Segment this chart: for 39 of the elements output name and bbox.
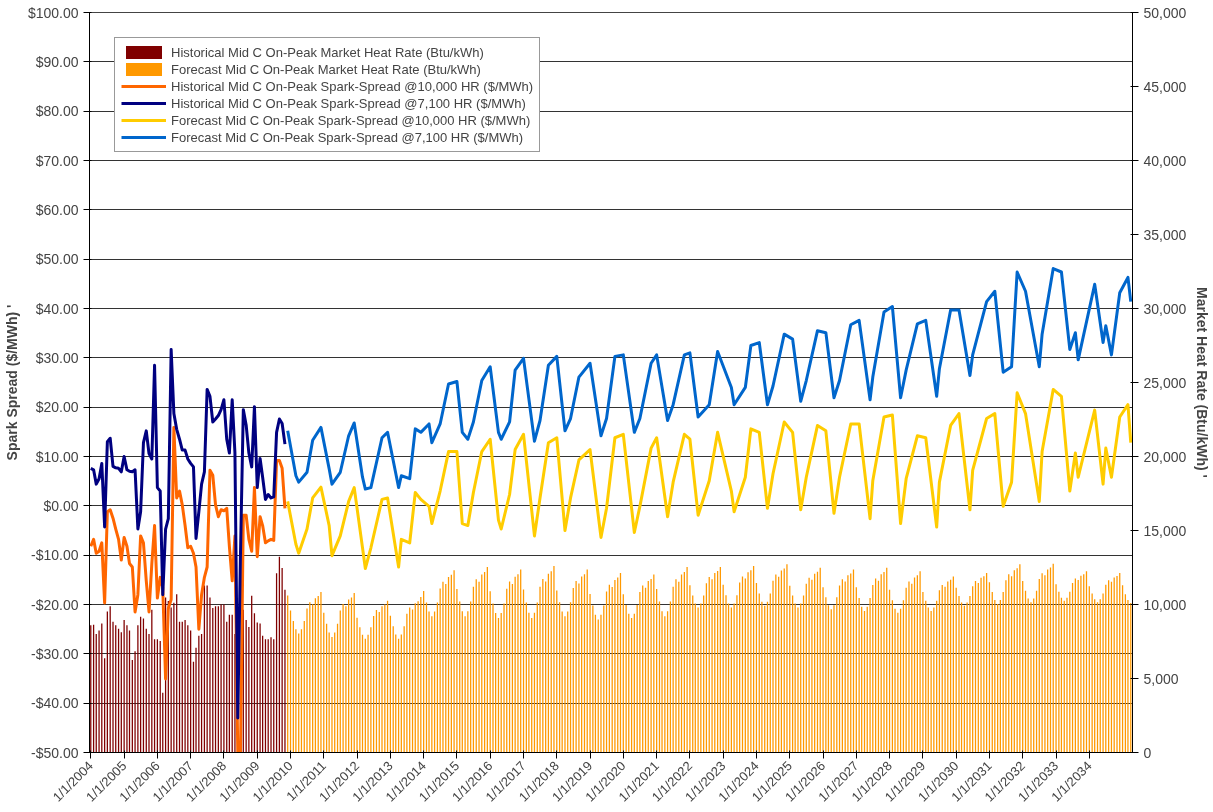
y2-tick-label: 10,000: [1143, 596, 1187, 613]
y2-tick-label: 25,000: [1143, 374, 1187, 391]
y-tick-label: $20.00: [35, 399, 79, 416]
legend-label: Forecast Mid C On-Peak Spark-Spread @7,100 HR ($/MWh): [171, 129, 524, 145]
y-axis-title: Spark Spread ($/MWh) ': [3, 304, 20, 461]
y2-tick-label: 15,000: [1143, 522, 1187, 539]
legend-label: Historical Mid C On-Peak Spark-Spread @10,000 HR ($/MWh): [171, 78, 534, 94]
legend-label: Forecast Mid C On-Peak Spark-Spread @10,000 HR ($/MWh): [171, 112, 531, 128]
line-series: [286, 267, 1133, 491]
y2-tick-label: 35,000: [1143, 226, 1187, 243]
y-tick-label: $80.00: [35, 103, 79, 120]
y2-tick-label: 30,000: [1143, 300, 1187, 317]
y2-tick-label: 45,000: [1143, 78, 1187, 95]
y-tick-label: $30.00: [35, 349, 79, 366]
y-tick-label: -$50.00: [31, 744, 79, 761]
y2-tick-label: 5,000: [1143, 670, 1179, 687]
y2-tick-label: 50,000: [1143, 4, 1187, 21]
y2-tick-label: 20,000: [1143, 448, 1187, 465]
line-series: [286, 387, 1133, 570]
y2-tick-label: 40,000: [1143, 152, 1187, 169]
legend-label: Historical Mid C On-Peak Market Heat Rate (Btu/kWh): [171, 44, 484, 60]
y-tick-label: $50.00: [35, 251, 79, 268]
line-series: [89, 347, 287, 720]
y2-tick-label: 0: [1143, 744, 1152, 761]
y-tick-label: $70.00: [35, 152, 79, 169]
y-tick-label: $40.00: [35, 300, 79, 317]
line-series: [89, 425, 287, 753]
y-tick-label: $90.00: [35, 53, 79, 70]
y2-axis-title: Market Heat Rate (Btu/kWh) ': [1194, 287, 1211, 478]
y-tick-label: -$20.00: [31, 596, 79, 613]
y-tick-label: $60.00: [35, 201, 79, 218]
y-tick-label: $100.00: [27, 4, 79, 21]
y-tick-label: -$30.00: [31, 645, 79, 662]
y-tick-label: $10.00: [35, 448, 79, 465]
y-tick-label: -$10.00: [31, 547, 79, 564]
y-tick-label: $0.00: [43, 497, 79, 514]
legend-label: Forecast Mid C On-Peak Market Heat Rate (Btu/kWh): [171, 61, 481, 77]
y-tick-label: -$40.00: [31, 695, 79, 712]
legend-label: Historical Mid C On-Peak Spark-Spread @7,100 HR ($/MWh): [171, 95, 526, 111]
